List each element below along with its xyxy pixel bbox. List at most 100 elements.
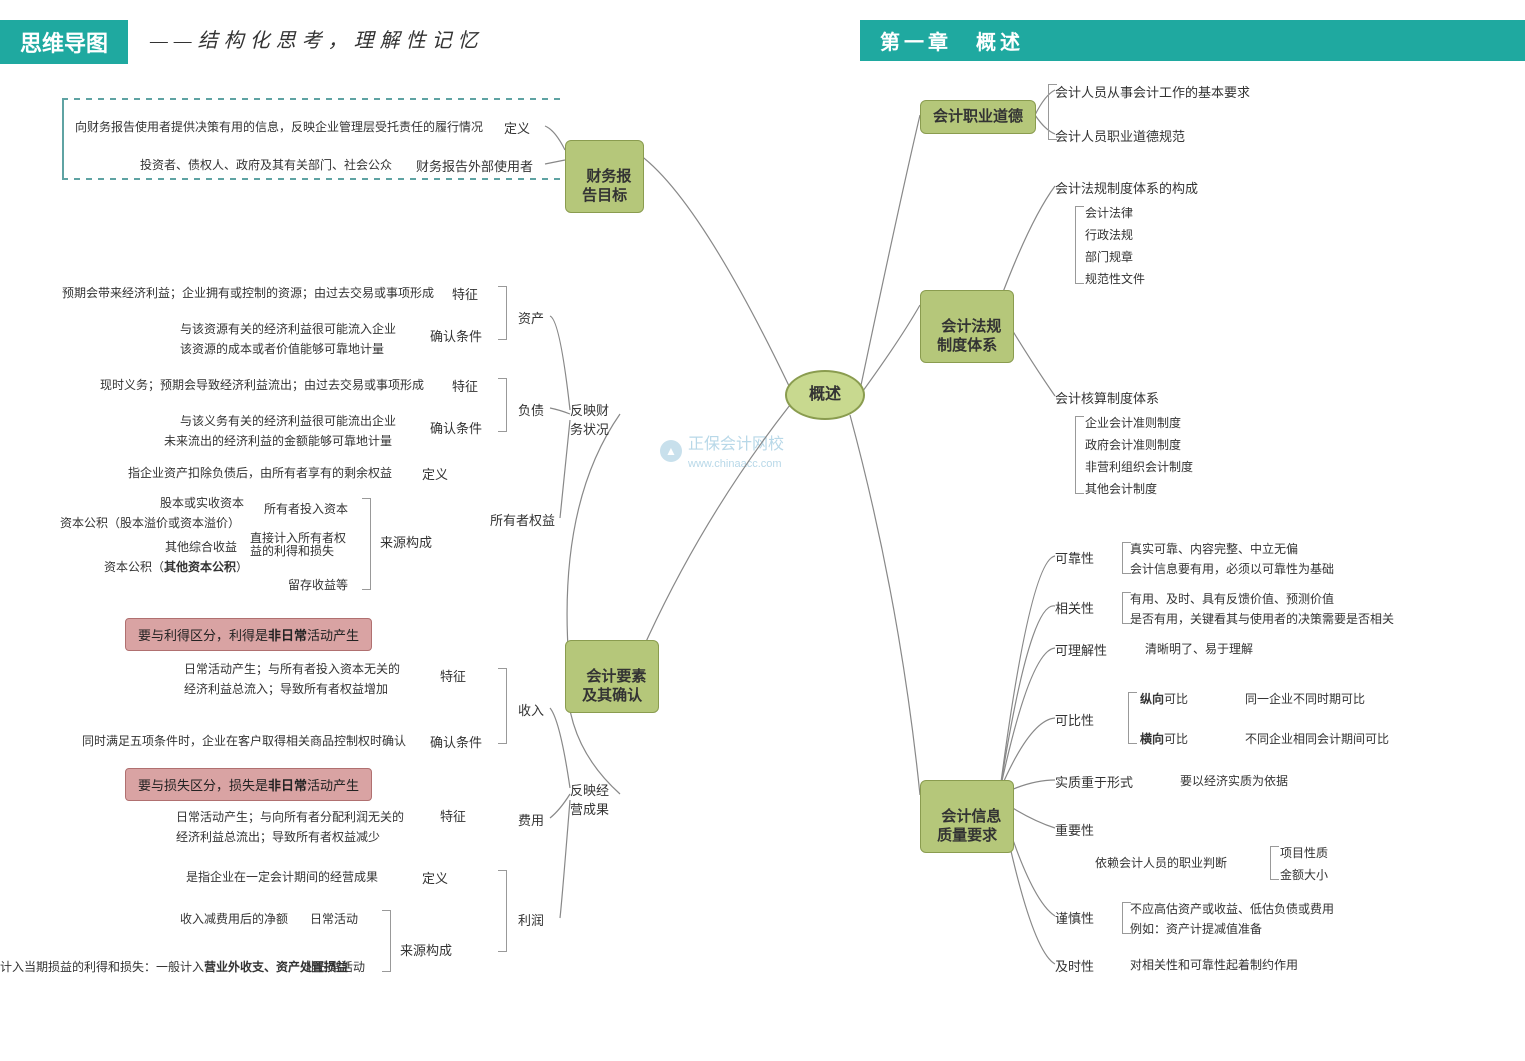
tag-text: 日常活动 bbox=[310, 910, 358, 927]
leaf-text: 经济利益总流出；导致所有者权益减少 bbox=[176, 828, 380, 845]
sub-name: 负债 bbox=[518, 400, 544, 419]
bold-text: 非日常 bbox=[268, 628, 307, 643]
group-title: 会计核算制度体系 bbox=[1055, 388, 1159, 407]
tag-text: 留存收益等 bbox=[288, 576, 348, 593]
branch-report: 财务报 告目标 bbox=[565, 140, 644, 213]
leaf-text: 会计人员职业道德规范 bbox=[1055, 126, 1185, 145]
branch-label: 会计信息 质量要求 bbox=[937, 808, 1001, 845]
quality-item: 谨慎性 bbox=[1055, 908, 1094, 927]
leaf-text: 预期会带来经济利益；企业拥有或控制的资源；由过去交易或事项形成 bbox=[62, 284, 434, 301]
tag-text: 来源构成 bbox=[400, 940, 452, 959]
bracket-icon bbox=[390, 910, 391, 972]
leaf-text: 横向可比 bbox=[1140, 730, 1188, 747]
leaf-text: 要以经济实质为依据 bbox=[1180, 772, 1288, 789]
leaf-text: 日常活动产生；与向所有者分配利润无关的 bbox=[176, 808, 404, 825]
bracket-icon bbox=[1122, 902, 1123, 934]
leaf-text: 其他会计制度 bbox=[1085, 480, 1157, 497]
watermark-url: www.chinaacc.com bbox=[688, 458, 782, 470]
leaf-text: 部门规章 bbox=[1085, 248, 1133, 265]
bracket-icon bbox=[1122, 592, 1123, 624]
leaf-text: 项目性质 bbox=[1280, 844, 1328, 861]
leaf-text: 经济利益总流入；导致所有者权益增加 bbox=[184, 680, 388, 697]
tag-text: 确认条件 bbox=[430, 732, 482, 751]
leaf-text: 依赖会计人员的职业判断 bbox=[1095, 854, 1227, 871]
bracket-icon bbox=[1075, 206, 1076, 284]
leaf-text: 股本或实收资本 bbox=[160, 494, 244, 511]
leaf-text: 其他综合收益 bbox=[165, 538, 237, 555]
branch-ethics: 会计职业道德 bbox=[920, 100, 1036, 134]
bracket-icon bbox=[1048, 84, 1049, 140]
quality-item: 实质重于形式 bbox=[1055, 772, 1133, 791]
quality-item: 相关性 bbox=[1055, 598, 1094, 617]
tag-text: 来源构成 bbox=[380, 532, 432, 551]
leaf-text: 会计人员从事会计工作的基本要求 bbox=[1055, 82, 1250, 101]
quality-item: 可比性 bbox=[1055, 710, 1094, 729]
bracket-icon bbox=[370, 498, 371, 590]
leaf-text: 是否有用，关键看其与使用者的决策需要是否相关 bbox=[1130, 610, 1394, 627]
sub-name: 利润 bbox=[518, 910, 544, 929]
watermark-logo-icon: ▲ bbox=[660, 440, 682, 462]
tag-text: 确认条件 bbox=[430, 326, 482, 345]
bracket-icon bbox=[506, 668, 507, 744]
sub-name: 费用 bbox=[518, 810, 544, 829]
leaf-text: 未来流出的经济利益的金额能够可靠地计量 bbox=[164, 432, 392, 449]
tag-text: 特征 bbox=[440, 666, 466, 685]
tag-text: 所有者投入资本 bbox=[264, 500, 348, 517]
leaf-text: 是指企业在一定会计期间的经营成果 bbox=[186, 868, 378, 885]
bold-text: 非日常 bbox=[268, 778, 307, 793]
tag-text: 定义 bbox=[504, 118, 530, 137]
tag-text: 财务报告外部使用者 bbox=[416, 156, 533, 175]
tag-text: 特征 bbox=[452, 284, 478, 303]
leaf-text: 非营利组织会计制度 bbox=[1085, 458, 1193, 475]
leaf-text: 同时满足五项条件时，企业在客户取得相关商品控制权时确认 bbox=[82, 732, 406, 749]
section-title: 反映经 营成果 bbox=[570, 780, 609, 818]
bold-text: 横向 bbox=[1140, 732, 1164, 746]
leaf-text: 现时义务；预期会导致经济利益流出；由过去交易或事项形成 bbox=[100, 376, 424, 393]
bold-text: 营业外收支、资产处置损益 bbox=[204, 960, 348, 974]
quality-item: 可理解性 bbox=[1055, 640, 1107, 659]
tag-text: 定义 bbox=[422, 868, 448, 887]
watermark-text: 正保会计网校 bbox=[688, 436, 784, 453]
sub-name: 收入 bbox=[518, 700, 544, 719]
tag-text: 定义 bbox=[422, 464, 448, 483]
sub-name: 资产 bbox=[518, 308, 544, 327]
bracket-icon bbox=[1128, 692, 1129, 744]
branch-label: 会计法规 制度体系 bbox=[937, 318, 1001, 355]
leaf-text: 会计信息要有用，必须以可靠性为基础 bbox=[1130, 560, 1334, 577]
branch-elements: 会计要素 及其确认 bbox=[565, 640, 659, 713]
leaf-text: 政府会计准则制度 bbox=[1085, 436, 1181, 453]
header-title: 思维导图 bbox=[0, 20, 128, 64]
branch-label: 会计职业道德 bbox=[933, 108, 1023, 125]
leaf-text: 与该义务有关的经济利益很可能流出企业 bbox=[180, 412, 396, 429]
tag-text: 特征 bbox=[440, 806, 466, 825]
center-label: 概述 bbox=[809, 385, 841, 406]
quality-item: 及时性 bbox=[1055, 956, 1094, 975]
group-title: 会计法规制度体系的构成 bbox=[1055, 178, 1198, 197]
bracket-icon bbox=[1075, 416, 1076, 494]
bracket-icon bbox=[1270, 846, 1271, 880]
leaf-text: 企业会计准则制度 bbox=[1085, 414, 1181, 431]
header-subtitle: ——结构化思考，理解性记忆 bbox=[150, 24, 484, 53]
leaf-text: 不应高估资产或收益、低估负债或费用 bbox=[1130, 900, 1334, 917]
bracket-icon bbox=[506, 286, 507, 340]
leaf-text: 指企业资产扣除负债后，由所有者享有的剩余权益 bbox=[128, 464, 392, 481]
leaf-text: 有用、及时、具有反馈价值、预测价值 bbox=[1130, 590, 1334, 607]
leaf-text: 会计法律 bbox=[1085, 204, 1133, 221]
leaf-text: 同一企业不同时期可比 bbox=[1245, 690, 1365, 707]
leaf-text: 日常活动产生；与所有者投入资本无关的 bbox=[184, 660, 400, 677]
leaf-text: 向财务报告使用者提供决策有用的信息，反映企业管理层受托责任的履行情况 bbox=[75, 118, 483, 135]
leaf-text: 真实可靠、内容完整、中立无偏 bbox=[1130, 540, 1298, 557]
branch-label: 会计要素 及其确认 bbox=[582, 668, 646, 705]
bracket-icon bbox=[1122, 542, 1123, 574]
leaf-text: 收入减费用后的净额 bbox=[180, 910, 288, 927]
bracket-icon bbox=[506, 378, 507, 432]
leaf-text: 金额大小 bbox=[1280, 866, 1328, 883]
leaf-text: 投资者、债权人、政府及其有关部门、社会公众 bbox=[140, 156, 392, 173]
leaf-text: 纵向可比 bbox=[1140, 690, 1188, 707]
chapter-title: 第一章 概述 bbox=[860, 20, 1525, 61]
pink-note: 要与损失区分，损失是非日常活动产生 bbox=[125, 768, 372, 801]
branch-quality: 会计信息 质量要求 bbox=[920, 780, 1014, 853]
sub-name: 所有者权益 bbox=[490, 510, 555, 529]
bold-text: 纵向 bbox=[1140, 692, 1164, 706]
leaf-text: 规范性文件 bbox=[1085, 270, 1145, 287]
